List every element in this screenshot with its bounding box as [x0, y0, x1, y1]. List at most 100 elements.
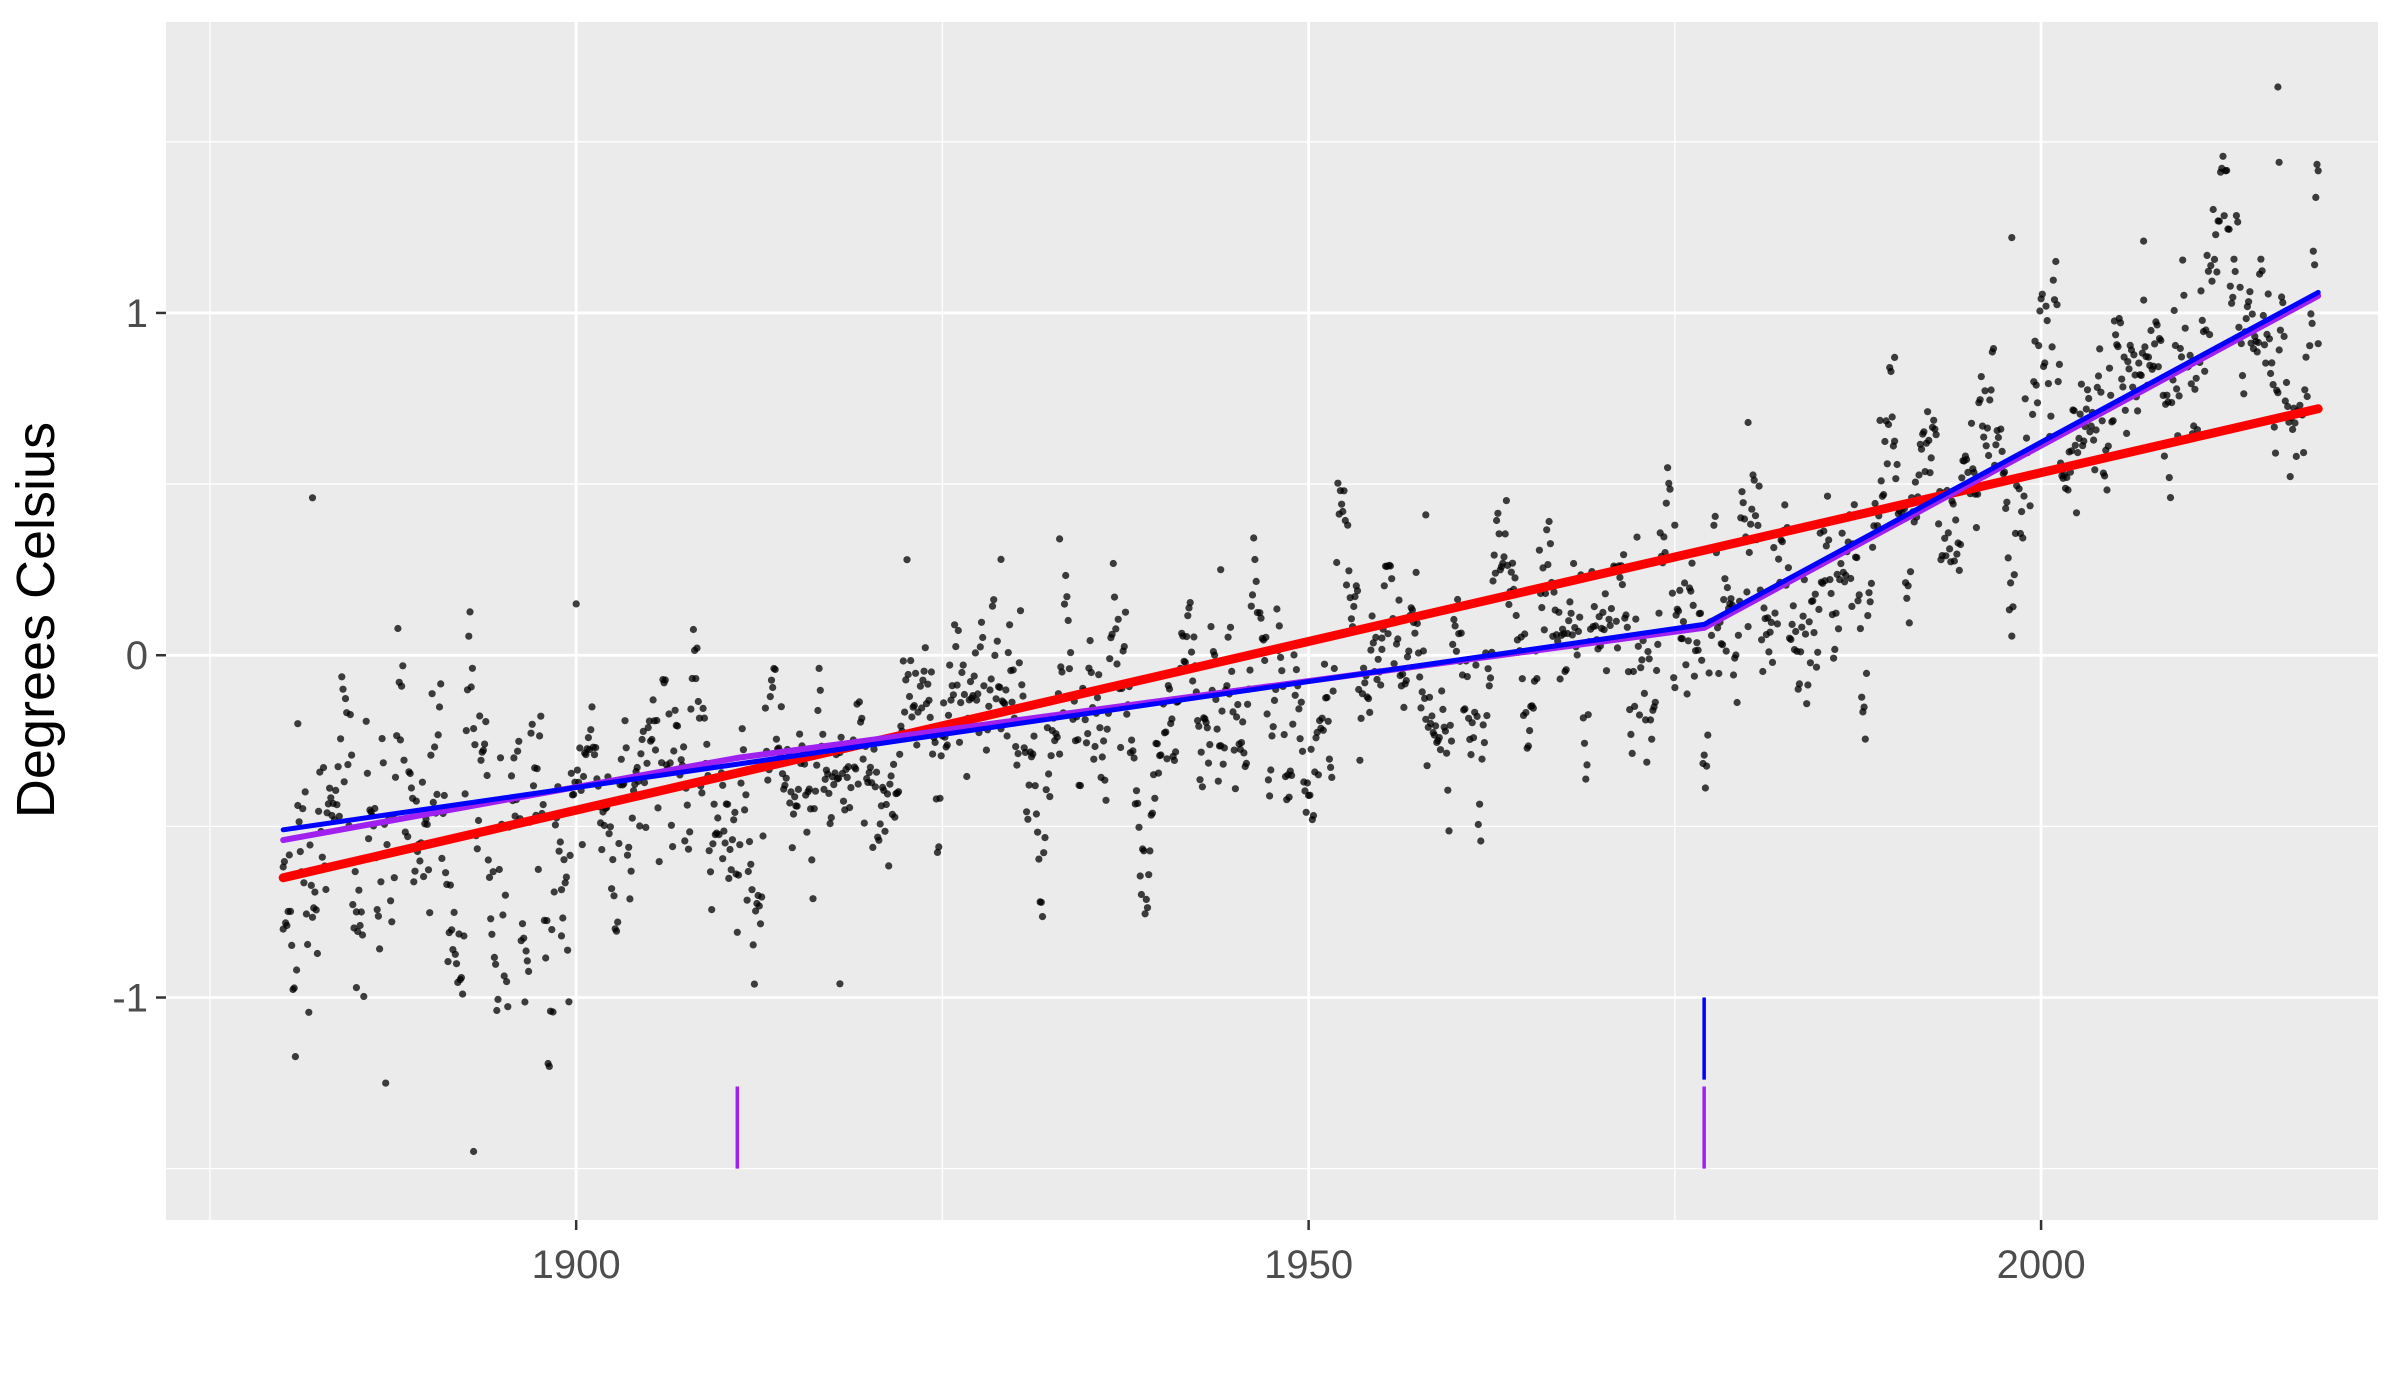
data-point [907, 657, 915, 665]
data-point [925, 696, 933, 704]
data-point [637, 750, 645, 758]
data-point [1750, 476, 1758, 484]
data-point [1196, 776, 1204, 784]
data-point [2257, 255, 2265, 263]
data-point [1956, 540, 1965, 549]
data-point [378, 735, 386, 743]
data-point [1809, 597, 1817, 605]
data-point [2228, 299, 2236, 307]
data-point [450, 908, 458, 917]
data-point [1361, 679, 1369, 687]
data-point [424, 866, 433, 874]
data-point [1507, 568, 1515, 576]
data-point [1195, 722, 1203, 730]
data-point [2259, 311, 2267, 320]
data-point [2269, 381, 2277, 389]
data-point [960, 690, 969, 699]
data-point [1568, 631, 1576, 639]
data-point [912, 669, 920, 677]
data-point [1562, 666, 1570, 674]
data-point [725, 874, 733, 883]
data-point [520, 934, 528, 942]
data-point [2264, 290, 2272, 298]
data-point [2219, 152, 2227, 160]
data-point [1423, 762, 1431, 770]
data-point [1194, 717, 1202, 725]
data-point [903, 556, 911, 564]
data-point [387, 897, 395, 905]
data-point [579, 772, 588, 781]
data-point [952, 643, 960, 651]
data-point [400, 756, 408, 764]
data-point [955, 738, 964, 746]
data-point [1668, 589, 1676, 597]
data-point [990, 596, 998, 604]
data-point [376, 945, 384, 953]
data-point [1457, 629, 1465, 637]
data-point [1037, 898, 1045, 906]
data-point [855, 698, 864, 706]
data-point [322, 885, 330, 894]
data-point [444, 958, 452, 966]
data-point [1324, 717, 1332, 725]
data-point [1441, 727, 1449, 735]
data-point [782, 774, 790, 782]
data-point [1926, 469, 1934, 477]
data-point [1745, 548, 1753, 557]
data-point [752, 907, 760, 915]
data-point [2203, 251, 2211, 259]
data-point [2112, 331, 2120, 339]
data-point [555, 847, 563, 855]
data-point [1550, 588, 1558, 596]
data-point [1946, 545, 1954, 553]
data-point [1469, 734, 1478, 742]
data-point [484, 856, 492, 864]
data-point [2047, 412, 2055, 420]
data-point [2173, 385, 2181, 393]
data-point [1823, 492, 1832, 500]
data-point [1739, 499, 1747, 507]
data-point [1168, 715, 1176, 723]
data-point [2170, 306, 2178, 315]
data-point [831, 769, 839, 777]
data-point [2307, 310, 2315, 318]
data-point [1183, 633, 1191, 641]
data-point [1374, 655, 1382, 663]
data-point [557, 932, 566, 940]
data-point [349, 901, 357, 909]
data-point [2268, 359, 2276, 367]
data-point [2116, 319, 2125, 327]
data-point [2130, 351, 2138, 359]
data-point [1543, 526, 1551, 534]
data-point [2223, 166, 2231, 175]
data-point [1038, 913, 1047, 921]
data-point [590, 751, 599, 759]
data-point [561, 879, 569, 887]
data-point [887, 772, 895, 780]
data-point [1832, 609, 1840, 617]
data-point [2301, 386, 2309, 394]
data-point [671, 706, 679, 714]
data-point [793, 802, 801, 810]
data-point [587, 726, 595, 734]
data-point [1480, 739, 1488, 747]
data-point [1822, 542, 1830, 550]
data-point [2049, 276, 2057, 284]
data-point [1987, 386, 1995, 394]
data-point [2296, 401, 2304, 409]
data-point [399, 662, 407, 670]
data-point [1931, 425, 1939, 433]
data-point [993, 637, 1001, 645]
data-point [1681, 579, 1689, 587]
data-point [744, 867, 752, 876]
data-point [352, 908, 360, 916]
data-point [750, 980, 759, 988]
data-point [1529, 704, 1537, 712]
data-point [1405, 647, 1413, 655]
data-point [470, 1147, 478, 1156]
data-point [1645, 655, 1653, 663]
data-point [1295, 705, 1303, 713]
data-point [500, 972, 508, 980]
data-point [2229, 293, 2237, 301]
data-point [693, 644, 701, 652]
